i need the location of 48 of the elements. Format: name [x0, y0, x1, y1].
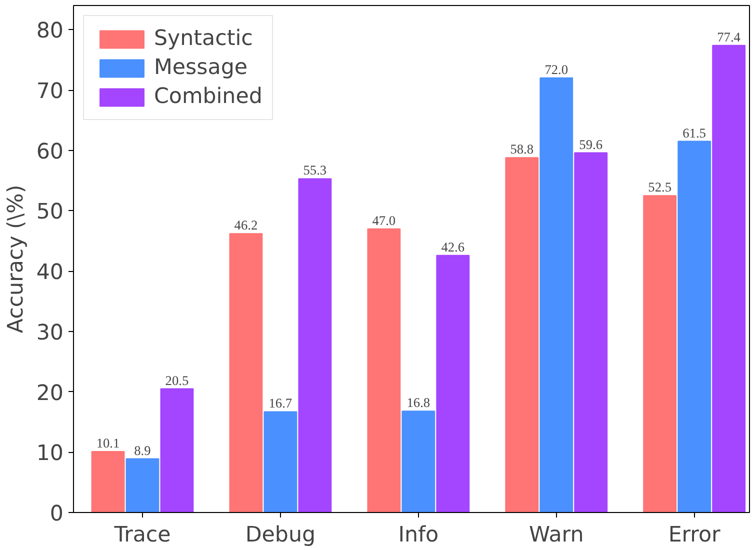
data-label: 16.8 — [406, 395, 430, 410]
bar — [402, 410, 436, 512]
data-label: 58.8 — [510, 142, 534, 157]
bar — [678, 140, 712, 512]
data-label: 52.5 — [648, 180, 672, 195]
y-tick-label: 0 — [50, 502, 64, 526]
bar — [298, 178, 332, 512]
bar — [505, 157, 539, 512]
data-label: 10.1 — [96, 436, 120, 451]
bar — [264, 411, 298, 512]
bar — [712, 44, 746, 512]
data-label: 59.6 — [579, 136, 603, 152]
data-label: 61.5 — [682, 125, 706, 140]
bar — [91, 451, 125, 512]
bar — [367, 228, 401, 512]
data-label: 77.4 — [717, 29, 741, 44]
y-tick-label: 50 — [36, 200, 64, 225]
legend-label: Syntactic — [154, 26, 253, 51]
y-tick-label: 20 — [36, 380, 64, 406]
bar — [436, 254, 470, 512]
y-tick-label: 10 — [36, 441, 64, 466]
y-tick-label: 40 — [36, 260, 64, 286]
x-tick-label: Trace — [113, 522, 171, 548]
bar — [540, 77, 574, 512]
x-tick-label: Debug — [245, 522, 316, 548]
bar — [574, 152, 608, 512]
bar — [229, 233, 263, 512]
bar — [126, 458, 160, 512]
data-label: 72.0 — [544, 62, 568, 77]
data-label: 55.3 — [303, 162, 327, 178]
x-tick-label: Info — [398, 522, 439, 548]
y-tick-label: 30 — [36, 320, 64, 346]
legend-label: Message — [154, 55, 248, 80]
data-label: 46.2 — [234, 218, 258, 233]
y-tick-label: 60 — [36, 139, 64, 164]
y-tick-label: 70 — [36, 79, 64, 104]
data-label: 20.5 — [165, 372, 189, 388]
bar — [643, 195, 677, 512]
data-label: 16.7 — [268, 396, 292, 411]
x-tick-label: Error — [668, 522, 721, 548]
data-label: 8.9 — [134, 442, 152, 458]
y-axis-title: Accuracy (\%) — [3, 184, 28, 334]
y-tick-label: 80 — [36, 18, 64, 44]
bar — [160, 388, 194, 512]
legend-label: Combined — [154, 84, 262, 109]
data-label: 47.0 — [372, 212, 396, 228]
data-label: 42.6 — [441, 239, 465, 254]
x-tick-label: Warn — [529, 522, 584, 548]
